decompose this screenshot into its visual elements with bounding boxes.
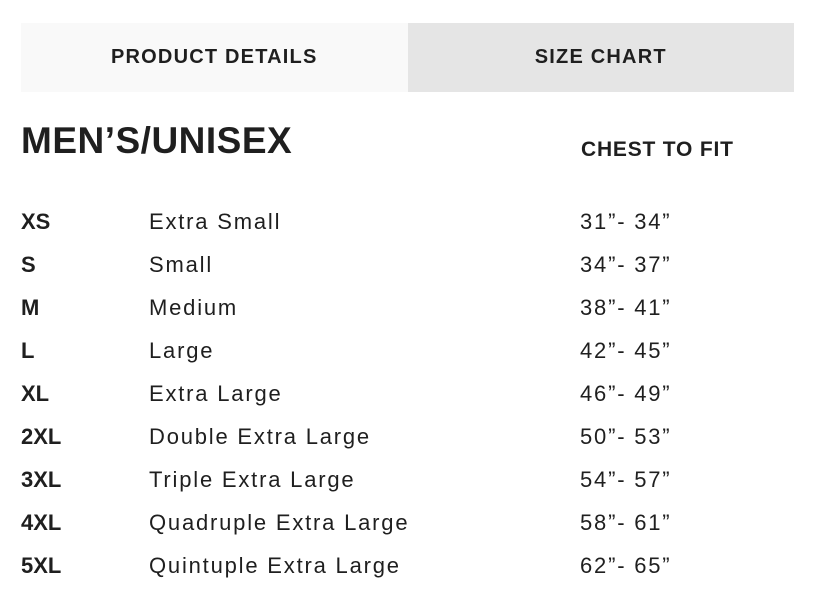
size-table: XS Extra Small 31”- 34” S Small 34”- 37” M Medi… [21,200,671,588]
size-name: Quadruple Extra Large [149,510,410,536]
size-name: Extra Large [149,380,283,406]
chest-range: 42”- 45” [580,337,672,363]
size-code: S [21,251,36,277]
size-code: 4XL [21,510,62,536]
chest-range: 58”- 61” [580,510,672,536]
tab-bar: PRODUCT DETAILS SIZE CHART [21,23,794,92]
chest-range: 46”- 49” [580,380,672,406]
size-row: XS Extra Small 31”- 34” [21,200,671,243]
size-row: M Medium 38”- 41” [21,286,671,329]
size-row: XL Extra Large 46”- 49” [21,372,671,415]
size-name: Small [149,251,214,277]
size-name: Medium [149,294,239,320]
chest-range: 34”- 37” [580,251,672,277]
column-header-chest: CHEST TO FIT [581,138,734,161]
size-name: Triple Extra Large [149,467,356,493]
size-row: 2XL Double Extra Large 50”- 53” [21,415,671,458]
tab-size-chart[interactable]: SIZE CHART [407,23,794,92]
size-code: 2XL [21,424,62,450]
chest-range: 38”- 41” [580,294,672,320]
size-name: Double Extra Large [149,424,371,450]
chest-range: 54”- 57” [580,467,672,493]
size-name: Large [149,337,215,363]
size-row: 4XL Quadruple Extra Large 58”- 61” [21,502,671,545]
size-name: Extra Small [149,208,282,234]
tab-product-details[interactable]: PRODUCT DETAILS [21,23,408,92]
size-name: Quintuple Extra Large [149,553,401,579]
size-code: M [21,294,40,320]
section-title: MEN’S/UNISEX [21,120,293,161]
chest-range: 62”- 65” [580,553,672,579]
size-code: XL [21,380,50,406]
size-row: S Small 34”- 37” [21,243,671,286]
size-code: XS [21,208,51,234]
size-row: 3XL Triple Extra Large 54”- 57” [21,459,671,502]
size-row: 5XL Quintuple Extra Large 62”- 65” [21,545,671,588]
size-code: 3XL [21,467,62,493]
chest-range: 50”- 53” [580,424,672,450]
size-row: L Large 42”- 45” [21,329,671,372]
chest-range: 31”- 34” [580,208,672,234]
size-code: 5XL [21,553,62,579]
size-code: L [21,337,35,363]
